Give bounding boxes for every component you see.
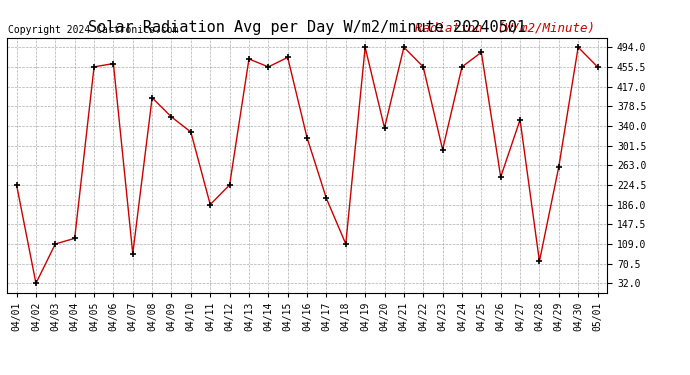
Text: Radiation  (W/m2/Minute): Radiation (W/m2/Minute) [415,22,595,35]
Title: Solar Radiation Avg per Day W/m2/minute 20240501: Solar Radiation Avg per Day W/m2/minute … [88,20,526,35]
Text: Copyright 2024 Cartronics.com: Copyright 2024 Cartronics.com [8,25,179,35]
